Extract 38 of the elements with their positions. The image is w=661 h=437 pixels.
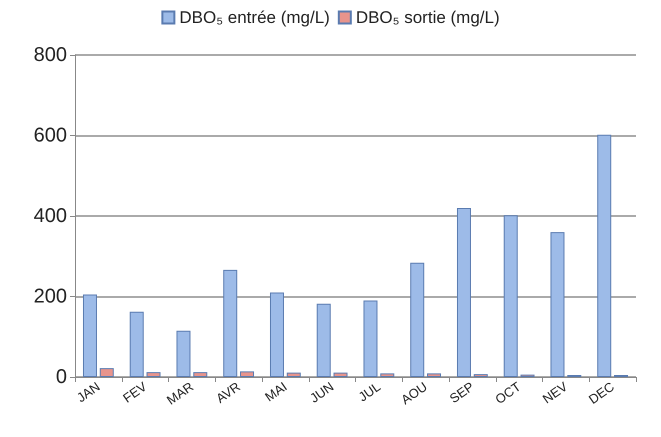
bar [363,300,378,377]
bar [597,134,612,377]
legend-label: DBO₅ entrée (mg/L) [179,8,330,27]
bar [146,372,161,377]
bar [410,262,424,377]
bar [193,372,208,377]
x-tick-label: DEC [586,378,617,407]
bar [286,372,301,377]
x-tick-label: MAI [262,378,290,404]
bar [270,292,284,377]
bar [550,232,564,377]
legend-label: DBO₅ sortie (mg/L) [356,8,500,27]
y-tick-label: 800 [34,44,67,66]
x-tick-label: MAR [164,378,196,408]
bar [456,208,471,377]
bar [334,372,348,377]
bar [223,270,238,377]
y-tick-label: 0 [56,366,67,388]
bar [82,294,97,377]
y-tick-label: 400 [34,205,67,227]
bar [130,312,144,377]
x-tick-label: OCT [492,378,524,407]
x-tick-label: AVR [213,378,243,406]
x-tick-label: NEV [540,378,570,406]
x-tick-label: JAN [74,378,103,406]
x-tick-label: JUN [307,378,336,406]
bar [240,371,254,377]
y-tick-label: 600 [34,124,67,146]
y-tick-label: 200 [34,286,67,308]
x-tick-label: SEP [446,378,477,406]
bar [176,330,190,377]
x-tick-label: FEV [120,378,150,406]
bar [380,373,394,377]
bar [100,368,114,377]
bar [316,304,331,377]
x-tick-label: JUL [356,378,384,404]
bar [504,215,518,377]
bar [427,373,442,377]
